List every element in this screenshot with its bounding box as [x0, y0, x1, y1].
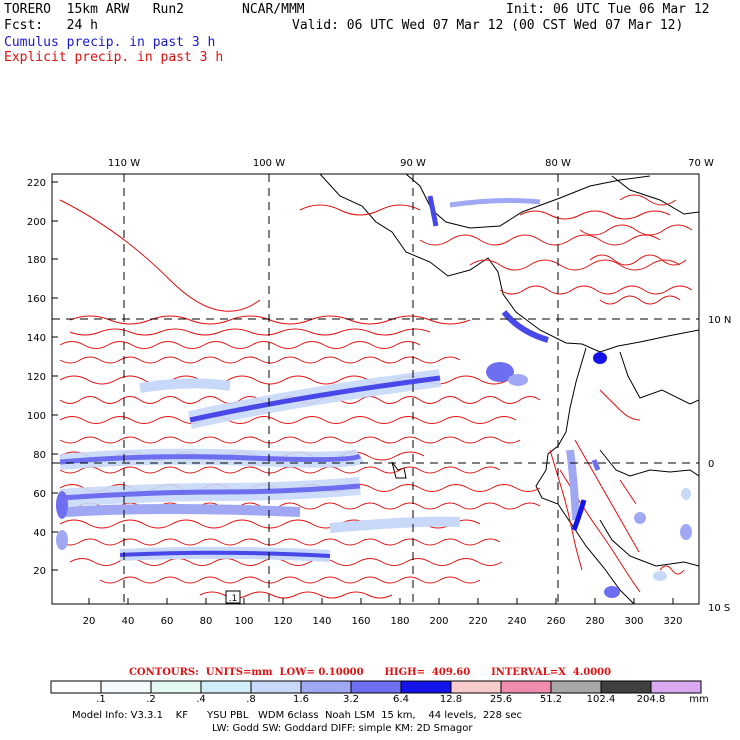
- x-tick-20: 20: [83, 616, 96, 627]
- init-time: Init: 06 UTC Tue 06 Mar 12: [506, 2, 710, 17]
- y-tick-200: 200: [27, 217, 46, 228]
- x-tick-240: 240: [507, 616, 526, 627]
- legend-label-9: 51.2: [539, 694, 563, 705]
- plot-frame: [51, 173, 700, 605]
- institution: NCAR/MMM: [242, 2, 305, 17]
- legend-label-10: 102.4: [586, 694, 616, 705]
- legend-swatch-2: [150, 680, 202, 694]
- contours-info: CONTOURS: UNITS=mm LOW= 0.10000 HIGH= 40…: [128, 667, 612, 678]
- legend-swatch-5: [300, 680, 352, 694]
- axis-ticks: [52, 181, 674, 604]
- legend-label-0: .1: [96, 694, 106, 705]
- x-tick-40: 40: [122, 616, 135, 627]
- legend-swatch-9: [500, 680, 552, 694]
- x-tick-180: 180: [390, 616, 409, 627]
- left-axis-labels: 220 200 180 160 140 120 100 80 60 40 20: [27, 178, 46, 577]
- legend-swatch-4: [250, 680, 302, 694]
- legend-swatch-7: [400, 680, 452, 694]
- y-tick-180: 180: [27, 255, 46, 266]
- explicit-precip-contours: [59, 194, 693, 599]
- lon-label-70w: 70 W: [688, 158, 714, 169]
- x-tick-100: 100: [234, 616, 253, 627]
- x-tick-320: 320: [663, 616, 682, 627]
- legend-label-1: .2: [146, 694, 156, 705]
- x-tick-280: 280: [585, 616, 604, 627]
- y-tick-100: 100: [27, 411, 46, 422]
- legend-label-4: 1.6: [293, 694, 309, 705]
- x-tick-160: 160: [351, 616, 370, 627]
- x-tick-80: 80: [200, 616, 213, 627]
- legend-swatch-1: [100, 680, 152, 694]
- coastline: [319, 174, 699, 604]
- legend-label-7: 12.8: [439, 694, 463, 705]
- x-tick-60: 60: [161, 616, 174, 627]
- y-tick-80: 80: [33, 450, 46, 461]
- legend-swatch-6: [350, 680, 402, 694]
- legend-swatch-0: [50, 680, 102, 694]
- x-tick-300: 300: [624, 616, 643, 627]
- legend-label-11: 204.8: [636, 694, 666, 705]
- bottom-axis-labels: 20 40 60 80 100 120 140 160 180 200 220 …: [83, 616, 683, 627]
- x-tick-140: 140: [312, 616, 331, 627]
- top-longitude-labels: 110 W 100 W 90 W 80 W 70 W: [108, 158, 714, 169]
- contour-label-box: [225, 590, 241, 604]
- x-tick-220: 220: [468, 616, 487, 627]
- lon-label-90w: 90 W: [400, 158, 426, 169]
- y-tick-20: 20: [33, 566, 46, 577]
- y-tick-160: 160: [27, 294, 46, 305]
- right-latitude-labels: 10 N 0 10 S: [708, 315, 731, 614]
- legend-label-8: 25.6: [489, 694, 513, 705]
- legend-label-5: 3.2: [343, 694, 359, 705]
- y-tick-140: 140: [27, 333, 46, 344]
- x-tick-120: 120: [273, 616, 292, 627]
- legend-swatch-11: [600, 680, 652, 694]
- valid-time: Valid: 06 UTC Wed 07 Mar 12 (00 CST Wed …: [292, 18, 684, 33]
- y-tick-120: 120: [27, 372, 46, 383]
- legend-swatch-12: [650, 680, 702, 694]
- cumulus-precip-shading: [56, 195, 692, 598]
- lat-label-10s: 10 S: [708, 603, 730, 614]
- lat-label-0: 0: [708, 459, 714, 470]
- legend-label-6: 6.4: [393, 694, 409, 705]
- lon-label-80w: 80 W: [545, 158, 571, 169]
- y-tick-220: 220: [27, 178, 46, 189]
- legend-label-2: .4: [196, 694, 206, 705]
- model-info-line1: Model Info: V3.3.1 KF YSU PBL WDM 6class…: [72, 710, 522, 721]
- map-field-layer: [52, 174, 699, 604]
- x-tick-260: 260: [546, 616, 565, 627]
- legend-label-3: .8: [246, 694, 256, 705]
- lon-label-110w: 110 W: [108, 158, 140, 169]
- lon-label-100w: 100 W: [253, 158, 285, 169]
- y-tick-60: 60: [33, 489, 46, 500]
- legend-swatch-3: [200, 680, 252, 694]
- legend-swatch-10: [550, 680, 602, 694]
- lat-label-10n: 10 N: [708, 315, 731, 326]
- x-tick-200: 200: [429, 616, 448, 627]
- model-title: TORERO 15km ARW Run2: [4, 2, 185, 17]
- explicit-field-label: Explicit precip. in past 3 h: [4, 50, 224, 65]
- cumulus-field-label: Cumulus precip. in past 3 h: [4, 35, 216, 50]
- y-tick-40: 40: [33, 528, 46, 539]
- model-info-line2: LW: Godd SW: Goddard DIFF: simple KM: 2D…: [212, 723, 473, 734]
- contour-label-text: .1: [229, 594, 238, 604]
- legend-swatch-8: [450, 680, 502, 694]
- lat-lon-grid: [52, 174, 699, 604]
- legend-unit: mm: [689, 694, 709, 705]
- forecast-hour: Fcst: 24 h: [4, 18, 98, 33]
- legend-colorbar: [50, 680, 702, 694]
